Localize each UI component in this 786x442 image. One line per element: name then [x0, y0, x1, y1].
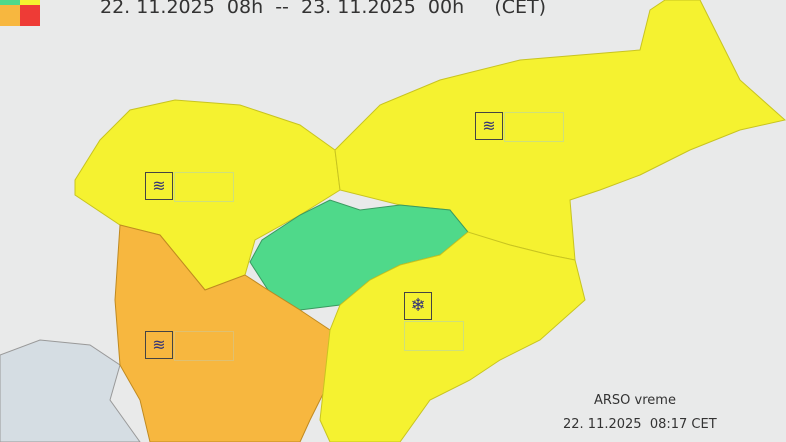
sea — [0, 339, 141, 442]
snow-icon: ❄ — [404, 292, 432, 320]
legend-swatch — [0, 0, 40, 26]
region-southeast — [319, 231, 586, 442]
source-label: ARSO vreme — [594, 393, 676, 408]
wind-icon: ≋ — [145, 331, 173, 359]
issued-timestamp: 22. 11.2025 08:17 CET — [563, 417, 717, 432]
wind-icon: ≋ — [145, 172, 173, 200]
validity-period: 22. 11.2025 08h -- 23. 11.2025 00h (CET) — [100, 0, 547, 18]
wind-icon: ≋ — [475, 112, 503, 140]
